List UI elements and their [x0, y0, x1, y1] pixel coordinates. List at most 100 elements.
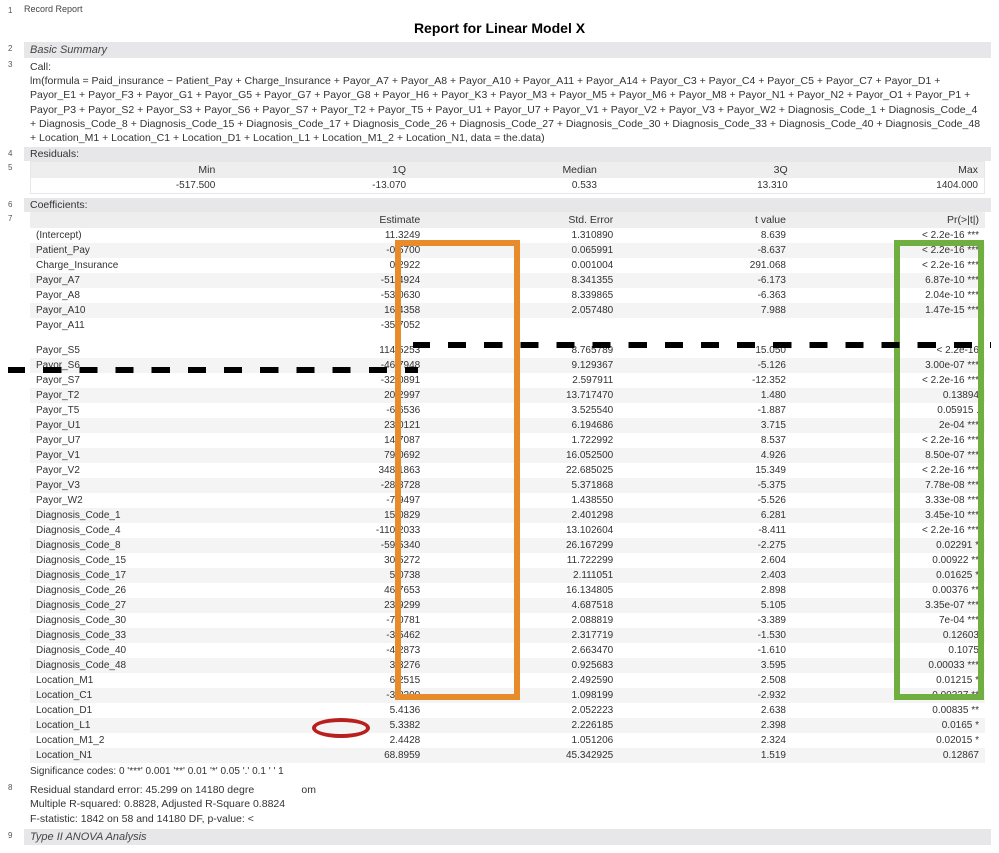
coef-value-cell: 68.8959 [233, 748, 426, 763]
coef-col-header [30, 212, 233, 228]
coef-value-cell: 0.00376 ** [792, 583, 985, 598]
coef-name-cell: Diagnosis_Code_30 [30, 613, 233, 628]
coef-value-cell: 2.052223 [426, 703, 619, 718]
call-formula: lm(formula = Paid_insurance ~ Patient_Pa… [30, 74, 985, 145]
coef-value-cell: 2.324 [619, 733, 792, 748]
coef-value-cell: 1.438550 [426, 493, 619, 508]
coef-value-cell: 45.342925 [426, 748, 619, 763]
table-row: Payor_A8-53.06308.339865-6.3632.04e-10 *… [30, 288, 985, 303]
residuals-col-header: Min [31, 162, 222, 179]
coef-value-cell: 2.403 [619, 568, 792, 583]
coef-value-cell: 1.480 [619, 388, 792, 403]
coef-value-cell: 6.281 [619, 508, 792, 523]
coef-value-cell: 291.068 [619, 258, 792, 273]
coef-name-cell: Diagnosis_Code_17 [30, 568, 233, 583]
coef-value-cell: 5.3382 [233, 718, 426, 733]
coef-value-cell: 0.02291 * [792, 538, 985, 553]
coef-value-cell: -53.0630 [233, 288, 426, 303]
coef-name-cell: Location_D1 [30, 703, 233, 718]
table-row: Payor_W2-7.94971.438550-5.5263.33e-08 **… [30, 493, 985, 508]
anova-header: Type II ANOVA Analysis [24, 829, 991, 845]
coef-value-cell: 2.492590 [426, 673, 619, 688]
coef-value-cell: 1.722992 [426, 433, 619, 448]
significance-codes: Significance codes: 0 '***' 0.001 '**' 0… [24, 763, 991, 781]
coef-name-cell: Payor_V3 [30, 478, 233, 493]
coef-value-cell: 7.988 [619, 303, 792, 318]
coef-name-cell: Payor_V2 [30, 463, 233, 478]
residual-std-error-line: Residual standard error: 45.299 on 14180… [30, 783, 985, 798]
coef-value-cell: -8.637 [619, 243, 792, 258]
table-row: Payor_S6-46.79489.129367-5.1263.00e-07 *… [30, 358, 985, 373]
coef-value-cell: 5.0738 [233, 568, 426, 583]
call-label: Call: [30, 60, 985, 74]
table-row: Diagnosis_Code_175.07382.1110512.4030.01… [30, 568, 985, 583]
coef-value-cell: 8.765789 [426, 343, 619, 358]
coef-value-cell [792, 318, 985, 333]
residuals-cell: 0.533 [412, 178, 603, 194]
coef-name-cell: Diagnosis_Code_40 [30, 643, 233, 658]
coef-value-cell: 2.4428 [233, 733, 426, 748]
table-row: Diagnosis_Code_2723.92994.6875185.1053.3… [30, 598, 985, 613]
coef-value-cell: 3.00e-07 *** [792, 358, 985, 373]
coef-name-cell: Diagnosis_Code_48 [30, 658, 233, 673]
coef-value-cell: -3.389 [619, 613, 792, 628]
footer-rse-pre: Residual standard error: 45.299 on 14180… [30, 784, 254, 796]
line-number: 4 [8, 147, 24, 158]
coef-name-cell: Payor_S5 [30, 343, 233, 358]
coef-value-cell: -4.2873 [233, 643, 426, 658]
table-row: Location_M1_22.44281.0512062.3240.02015 … [30, 733, 985, 748]
table-row: Location_N168.895945.3429251.5190.12867 [30, 748, 985, 763]
table-row: Diagnosis_Code_40-4.28732.663470-1.6100.… [30, 643, 985, 658]
coef-value-cell: 8.50e-07 *** [792, 448, 985, 463]
coef-value-cell: -35.7052 [233, 318, 426, 333]
residuals-cell: -517.500 [31, 178, 222, 194]
coef-value-cell: 4.687518 [426, 598, 619, 613]
coef-value-cell: 2e-04 *** [792, 418, 985, 433]
coef-name-cell: Payor_A7 [30, 273, 233, 288]
coef-value-cell: 0.001004 [426, 258, 619, 273]
coef-value-cell: 0.05915 . [792, 403, 985, 418]
coef-name-cell: Diagnosis_Code_1 [30, 508, 233, 523]
coef-value-cell: 2.401298 [426, 508, 619, 523]
coef-value-cell: 11.3249 [233, 228, 426, 243]
coef-value-cell: 1.519 [619, 748, 792, 763]
coef-value-cell: 22.685025 [426, 463, 619, 478]
coef-value-cell: < 2.2e-16 *** [792, 523, 985, 538]
coef-name-cell: Payor_W2 [30, 493, 233, 508]
coef-value-cell: 3.525540 [426, 403, 619, 418]
table-row: Payor_A1016.43582.0574807.9881.47e-15 **… [30, 303, 985, 318]
coef-value-cell: < 2.2e-16 *** [792, 243, 985, 258]
coef-value-cell: 2.398 [619, 718, 792, 733]
coef-value-cell: 2.508 [619, 673, 792, 688]
coef-value-cell: 20.2997 [233, 388, 426, 403]
line-number: 8 [8, 781, 24, 792]
coef-value-cell: -3.5462 [233, 628, 426, 643]
coef-value-cell: 2.898 [619, 583, 792, 598]
coef-value-cell: 3.45e-10 *** [792, 508, 985, 523]
line-number: 2 [8, 42, 24, 53]
table-row: Payor_V179.069216.0525004.9268.50e-07 **… [30, 448, 985, 463]
table-row: Charge_Insurance0.29220.001004291.068< 2… [30, 258, 985, 273]
coef-value-cell: 30.5272 [233, 553, 426, 568]
coef-value-cell: 13.102604 [426, 523, 619, 538]
line-number: 1 [8, 4, 24, 15]
coef-value-cell: 13.717470 [426, 388, 619, 403]
table-row: Diagnosis_Code_4-110.203313.102604-8.411… [30, 523, 985, 538]
coef-value-cell: < 2.2e-16 [792, 343, 985, 358]
coef-value-cell: -1.610 [619, 643, 792, 658]
coef-value-cell: 0.925683 [426, 658, 619, 673]
coef-value-cell: 11.722299 [426, 553, 619, 568]
coef-value-cell: 3.33e-08 *** [792, 493, 985, 508]
coef-name-cell: Payor_S7 [30, 373, 233, 388]
coef-value-cell: < 2.2e-16 *** [792, 463, 985, 478]
table-row: (Intercept)11.32491.3108908.639< 2.2e-16… [30, 228, 985, 243]
table-row: Diagnosis_Code_8-59.534026.167299-2.2750… [30, 538, 985, 553]
coef-value-cell: -46.7948 [233, 358, 426, 373]
coef-value-cell: 2.226185 [426, 718, 619, 733]
table-row: Diagnosis_Code_2646.765316.1348052.8980.… [30, 583, 985, 598]
coef-value-cell: -5.126 [619, 358, 792, 373]
coef-value-cell: 6.87e-10 *** [792, 273, 985, 288]
coef-value-cell: 15.050 [619, 343, 792, 358]
page-title: Report for Linear Model X [8, 16, 991, 42]
coef-value-cell: 9.129367 [426, 358, 619, 373]
